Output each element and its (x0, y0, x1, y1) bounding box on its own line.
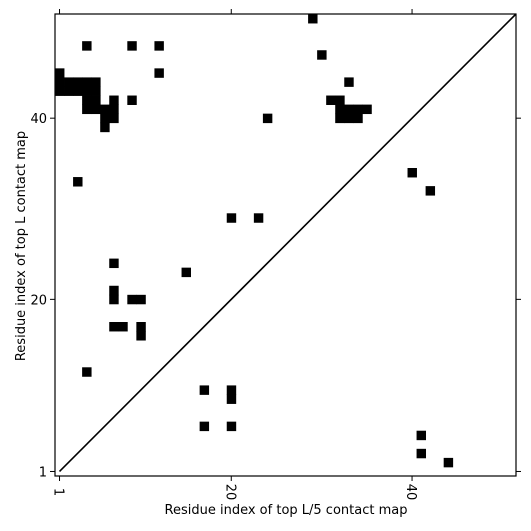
contact-cell-top-l (317, 50, 327, 60)
contact-cell-top-l (109, 104, 119, 115)
contact-cell-top-l (335, 95, 345, 105)
contact-cell-top-l (91, 86, 101, 96)
contact-cell-top-l (55, 86, 65, 96)
contact-cell-top-l (82, 77, 92, 87)
contact-cell-top-l (82, 86, 92, 96)
contact-cell-top-l (226, 213, 237, 223)
contact-cell-top-l (82, 41, 92, 51)
contact-cell-top-l (109, 294, 119, 305)
contact-cell-top-l (136, 331, 146, 341)
contact-cell-top-l (100, 113, 110, 124)
y-axis-label: Residue index of top L contact map (14, 131, 29, 361)
contact-cell-top-l (353, 104, 363, 115)
contact-cell-top-l (109, 285, 119, 296)
contact-cell-top-l (199, 421, 210, 432)
contact-cell-top-l (262, 113, 273, 124)
contact-cell-top-l (136, 294, 146, 305)
contact-cell-top-l (91, 95, 101, 105)
contact-cell-top-l (154, 41, 164, 51)
contact-cell-top-l (362, 104, 372, 115)
contact-cell-top-l (82, 367, 92, 377)
contact-cell-top-l (226, 421, 237, 432)
y-tick-label: 40 (30, 112, 47, 127)
contact-cell-top-l (100, 122, 110, 133)
contact-cell-top-l (82, 104, 92, 115)
contact-cell-top-l (91, 77, 101, 87)
contact-cell-top-l5 (416, 448, 427, 459)
diagonal-line (58, 13, 517, 473)
contact-cell-top-l5 (443, 457, 454, 468)
y-tick-label: 20 (30, 293, 47, 308)
contact-cell-top-l (100, 104, 110, 115)
contact-cell-top-l (154, 68, 164, 78)
x-tick-label: 1 (51, 488, 66, 496)
contact-cell-top-l5 (425, 186, 436, 196)
contact-cell-top-l (73, 86, 83, 96)
plot-frame (54, 13, 517, 477)
contact-cell-top-l (344, 104, 354, 115)
contact-cell-top-l (335, 104, 345, 115)
contact-cell-top-l (226, 394, 237, 404)
contact-cell-top-l (136, 322, 146, 332)
contact-cell-top-l (308, 14, 318, 24)
y-tick-label: 1 (39, 465, 47, 480)
contact-cell-top-l (335, 113, 345, 124)
axis-ticks: 1 20 40 1 20 40 (30, 9, 521, 500)
contact-cell-top-l (181, 267, 191, 278)
contact-cell-top-l (55, 77, 65, 87)
contact-cell-top-l (91, 104, 101, 115)
contact-cell-top-l (109, 258, 119, 269)
contact-cell-top-l (127, 95, 137, 105)
contact-cell-top-l (326, 95, 336, 105)
contact-cell-top-l (64, 86, 74, 96)
contact-cell-top-l (344, 77, 354, 87)
contact-cell-top-l (64, 77, 74, 87)
contact-cell-top-l (109, 95, 119, 105)
contact-cell-top-l (127, 294, 137, 305)
contact-cell-top-l (109, 113, 119, 124)
contact-cell-top-l (73, 177, 83, 187)
contact-cell-top-l (82, 95, 92, 105)
contact-cell-top-l5 (407, 168, 417, 178)
x-tick-label: 20 (222, 484, 237, 501)
contact-cell-top-l (226, 385, 237, 395)
contact-cell-top-l5 (416, 430, 427, 441)
contact-cells (55, 14, 454, 468)
contact-cell-top-l (199, 385, 210, 395)
contact-cell-top-l (353, 113, 363, 124)
contact-cell-top-l (118, 322, 128, 332)
contact-cell-top-l (253, 213, 264, 223)
contact-cell-top-l (73, 77, 83, 87)
x-tick-label: 40 (403, 484, 418, 501)
contact-cell-top-l (127, 41, 137, 51)
x-axis-label: Residue index of top L/5 contact map (165, 503, 408, 518)
contact-cell-top-l (344, 113, 354, 124)
contact-cell-top-l (55, 68, 65, 78)
contact-cell-top-l (109, 322, 119, 332)
